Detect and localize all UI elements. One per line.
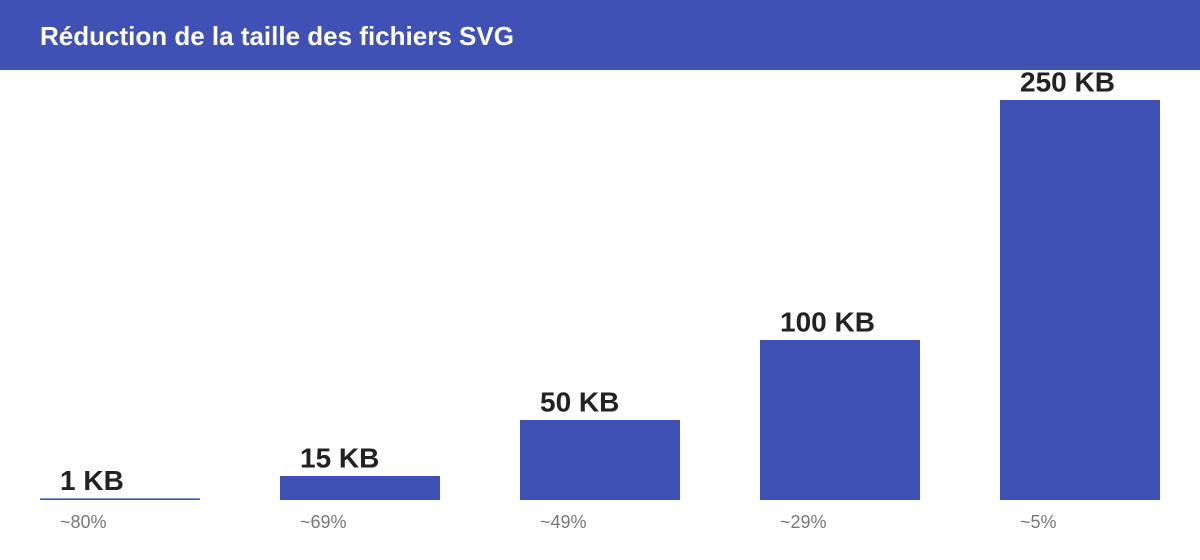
- value-label: 100 KB: [780, 306, 875, 337]
- chart-title: Réduction de la taille des fichiers SVG: [40, 21, 514, 51]
- value-label: 15 KB: [300, 442, 379, 473]
- bar: [760, 340, 920, 500]
- value-label: 50 KB: [540, 386, 619, 417]
- x-tick-label: ~80%: [60, 512, 107, 532]
- x-tick-label: ~29%: [780, 512, 827, 532]
- bar: [1000, 100, 1160, 500]
- bar: [40, 498, 200, 500]
- value-label: 1 KB: [60, 465, 124, 496]
- bar: [520, 420, 680, 500]
- x-tick-label: ~5%: [1020, 512, 1057, 532]
- value-label: 250 KB: [1020, 66, 1115, 97]
- header-band: [0, 0, 1200, 70]
- x-tick-label: ~69%: [300, 512, 347, 532]
- bar: [280, 476, 440, 500]
- x-tick-label: ~49%: [540, 512, 587, 532]
